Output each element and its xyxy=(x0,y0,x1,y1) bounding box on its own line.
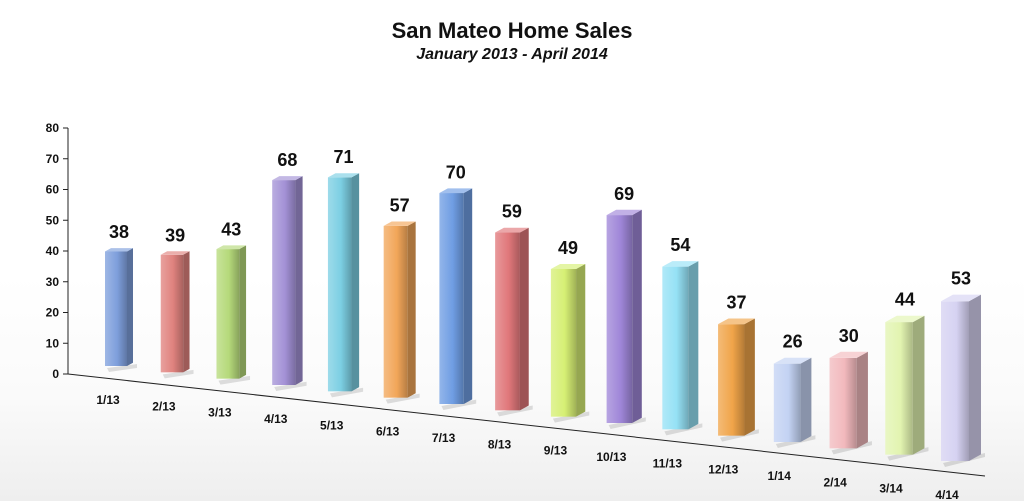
data-label: 43 xyxy=(221,219,241,239)
x-tick-label: 3/14 xyxy=(879,482,903,496)
data-labels: 38 39 43 68 71 57 70 59 49 69 54 37 26 30 44 53 xyxy=(109,147,971,352)
y-axis-ticks: 0 10 20 30 40 50 60 70 80 xyxy=(46,121,68,381)
x-tick-label: 8/13 xyxy=(488,437,512,451)
x-axis-line xyxy=(67,373,986,477)
bar-7-13 xyxy=(439,188,477,410)
y-tick-label: 60 xyxy=(46,183,60,197)
chart-subtitle: January 2013 - April 2014 xyxy=(416,46,608,63)
x-tick-label: 6/13 xyxy=(376,425,400,439)
data-label: 44 xyxy=(895,290,915,310)
bar-1-14 xyxy=(773,357,816,448)
data-label: 39 xyxy=(165,225,185,245)
data-label: 53 xyxy=(951,269,971,289)
bars xyxy=(105,173,985,467)
y-tick-label: 50 xyxy=(46,213,60,227)
bar-3-13 xyxy=(216,245,251,385)
data-label: 70 xyxy=(446,162,466,182)
y-tick-label: 20 xyxy=(46,306,60,320)
data-label: 59 xyxy=(502,202,522,222)
y-tick-label: 70 xyxy=(46,152,60,166)
x-tick-label: 4/13 xyxy=(264,412,288,426)
bar-4-14 xyxy=(941,294,985,467)
data-label: 54 xyxy=(670,235,690,255)
data-label: 37 xyxy=(726,292,746,312)
data-label: 30 xyxy=(839,326,859,346)
bar-6-13 xyxy=(383,221,420,404)
y-tick-label: 10 xyxy=(46,336,60,350)
y-tick-label: 80 xyxy=(46,121,60,135)
y-tick-label: 40 xyxy=(46,244,60,258)
x-tick-label: 10/13 xyxy=(596,450,626,464)
x-tick-label: 2/14 xyxy=(823,475,847,489)
bar-3-14 xyxy=(885,315,929,461)
bar-5-13 xyxy=(327,173,364,398)
bar-11-13 xyxy=(662,261,703,436)
bar-1-13 xyxy=(105,248,137,372)
data-label: 69 xyxy=(614,184,634,204)
x-tick-label: 7/13 xyxy=(432,431,456,445)
data-label: 71 xyxy=(334,147,354,167)
data-label: 57 xyxy=(390,195,410,215)
data-label: 38 xyxy=(109,222,129,242)
x-axis-ticks: 1/13 2/13 3/13 4/13 5/13 6/13 7/13 8/13 9/13 10/1… xyxy=(96,393,959,501)
x-tick-label: 2/13 xyxy=(152,399,176,413)
bar-4-13 xyxy=(272,176,307,391)
data-label: 49 xyxy=(558,238,578,258)
x-tick-label: 4/14 xyxy=(935,488,959,501)
y-tick-label: 0 xyxy=(52,367,59,381)
x-tick-label: 5/13 xyxy=(320,418,344,432)
x-tick-label: 12/13 xyxy=(708,463,738,477)
bar-2-14 xyxy=(829,351,872,455)
bar-12-13 xyxy=(718,318,759,442)
x-tick-label: 1/14 xyxy=(768,469,792,483)
bar-9-13 xyxy=(550,263,590,423)
x-tick-label: 11/13 xyxy=(653,456,683,470)
bar-2-13 xyxy=(160,251,194,379)
data-label: 68 xyxy=(277,150,297,170)
data-label: 26 xyxy=(783,332,803,352)
x-tick-label: 1/13 xyxy=(96,393,120,407)
bar-10-13 xyxy=(606,209,646,429)
bar-8-13 xyxy=(495,227,533,417)
x-tick-label: 3/13 xyxy=(208,406,232,420)
y-tick-label: 30 xyxy=(46,275,60,289)
chart-title: San Mateo Home Sales xyxy=(391,18,633,43)
x-tick-label: 9/13 xyxy=(544,444,568,458)
